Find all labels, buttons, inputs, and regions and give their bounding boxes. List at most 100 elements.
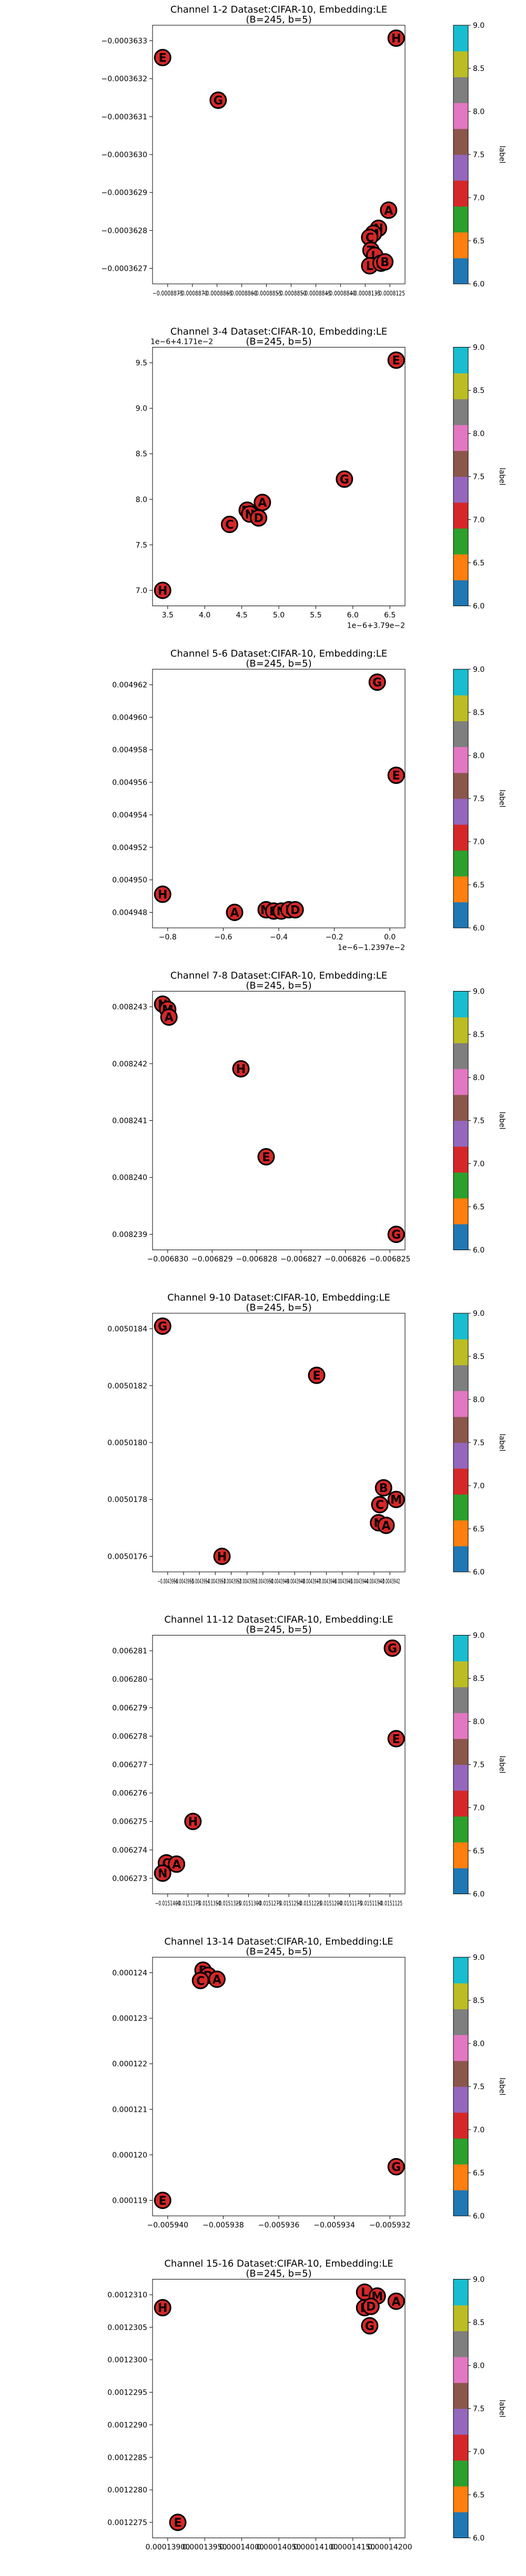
plot-area <box>152 1957 406 2216</box>
colorbar-segment <box>453 373 468 400</box>
colorbar-tick-label: 9.0 <box>473 1954 484 1962</box>
colorbar-segment <box>453 2087 468 2113</box>
y-tick-label: 7.5 <box>136 541 147 549</box>
data-point-label: C <box>225 519 234 532</box>
data-point: E <box>154 2191 171 2209</box>
data-point-label: A <box>165 1011 174 1025</box>
data-point-label: M <box>390 1494 402 1507</box>
data-point: C <box>191 1971 209 1989</box>
colorbar-tick-label: 8.0 <box>473 430 484 438</box>
data-point: G <box>209 91 227 109</box>
colorbar-label: label <box>498 2078 506 2095</box>
y-tick-label: 0.0012310 <box>107 2291 147 2299</box>
colorbar-tick-label: 9.0 <box>473 2276 484 2284</box>
colorbar-tick-label: 8.5 <box>473 387 484 395</box>
colorbar-tick-label: 9.0 <box>473 344 484 352</box>
colorbar-tick-label: 6.5 <box>473 1203 484 1212</box>
data-point-label: L <box>366 260 373 273</box>
data-point-label: A <box>230 906 239 919</box>
x-tick-label: −0.0043944 <box>348 1578 368 1585</box>
colorbar-tick-label: 8.0 <box>473 108 484 116</box>
colorbar-segment <box>453 2305 468 2332</box>
x-tick-label: −0.006829 <box>191 1255 233 1264</box>
data-point-label: H <box>391 33 401 46</box>
colorbar-tick-label: 9.0 <box>473 988 484 996</box>
chart-subtitle: (B=245, b=5) <box>246 1302 311 1313</box>
colorbar-tick-label: 8.0 <box>473 752 484 760</box>
y-tick-label: 0.006275 <box>112 1818 147 1826</box>
data-point: A <box>254 494 271 512</box>
colorbar-segment <box>453 51 468 77</box>
colorbar-tick-label: 7.5 <box>473 2083 484 2091</box>
data-point-label: G <box>388 1642 397 1655</box>
data-point-label: A <box>384 205 393 218</box>
data-point-marker <box>387 1490 405 1508</box>
colorbar-tick-label: 6.5 <box>473 1525 484 1534</box>
x-tick-label: −0.0151350 <box>196 1900 221 1907</box>
data-point-marker <box>154 885 171 903</box>
colorbar-segment <box>453 824 468 851</box>
data-point-marker <box>387 2158 405 2176</box>
colorbar-tick-label: 7.0 <box>473 838 484 846</box>
colorbar: 6.0 6.5 7.0 7.5 8.0 8.5 9.0 label <box>453 344 506 611</box>
x-tick-label: −0.0008855 <box>251 290 282 297</box>
x-tick-label: −0.005934 <box>313 2221 355 2230</box>
colorbar-segment <box>453 2279 468 2306</box>
data-point: H <box>213 1547 231 1565</box>
x-tick-label: −0.0151250 <box>276 1900 301 1907</box>
x-tick-label: −0.0043947 <box>300 1578 320 1585</box>
colorbar-tick-label: 7.0 <box>473 1160 484 1169</box>
y-tick-label: 0.008241 <box>112 1117 147 1126</box>
colorbar-tick-label: 7.0 <box>473 2448 484 2457</box>
colorbar-segment <box>453 103 468 129</box>
data-point-label: A <box>213 1974 221 1987</box>
y-tick-label: 0.004954 <box>112 811 147 820</box>
plot-area <box>152 1635 406 1894</box>
data-point-label: H <box>158 2302 167 2315</box>
x-tick-label: −0.0043951 <box>237 1578 257 1585</box>
colorbar-tick-label: 8.0 <box>473 1718 484 1726</box>
data-point: N <box>154 1864 171 1882</box>
chart-title: Channel 3-4 Dataset:CIFAR-10, Embedding:… <box>170 326 387 338</box>
x-tick-label: −0.0043942 <box>380 1578 400 1585</box>
y-tick-label: 0.000119 <box>112 2196 147 2205</box>
x-tick-label: 0.0 <box>384 933 396 942</box>
colorbar-tick-label: 9.0 <box>473 22 484 30</box>
data-point-label: C <box>366 231 374 244</box>
plot-area <box>152 347 406 606</box>
colorbar-tick-label: 8.5 <box>473 1353 484 1361</box>
colorbar-segment <box>453 991 468 1018</box>
data-point: E <box>257 1148 275 1166</box>
y-tick-label: 0.008243 <box>112 1003 147 1011</box>
data-point-label: G <box>372 677 382 690</box>
data-point-label: E <box>312 1369 320 1383</box>
y-tick-label: 0.008240 <box>112 1174 147 1182</box>
colorbar-label: label <box>498 1434 506 1451</box>
y-offset-label: 1e−6+4.171e−2 <box>150 338 213 346</box>
plot-area <box>152 1313 406 1572</box>
x-tick-label: −0.0151150 <box>357 1900 382 1907</box>
colorbar-segment <box>453 2035 468 2061</box>
x-tick-label: −0.0043950 <box>253 1578 273 1585</box>
colorbar: 6.0 6.5 7.0 7.5 8.0 8.5 9.0 label <box>453 1632 506 1899</box>
colorbar-segment <box>453 155 468 181</box>
data-point-label: H <box>158 888 167 902</box>
chart-subtitle: (B=245, b=5) <box>246 1946 311 1957</box>
colorbar-segment <box>453 1520 468 1547</box>
x-tick-label: −0.0043943 <box>364 1578 384 1585</box>
chart-title: Channel 1-2 Dataset:CIFAR-10, Embedding:… <box>170 4 387 15</box>
colorbar: 6.0 6.5 7.0 7.5 8.0 8.5 9.0 label <box>453 666 506 933</box>
colorbar-tick-label: 8.5 <box>473 2319 484 2327</box>
y-tick-label: 0.004958 <box>112 746 147 754</box>
data-point: G <box>387 1225 405 1243</box>
data-point-label: A <box>258 497 267 510</box>
plot-area <box>152 991 406 1250</box>
data-point: A <box>387 2292 405 2310</box>
colorbar-segment <box>453 398 468 425</box>
x-tick-label: 4.0 <box>199 611 210 620</box>
colorbar-segment <box>453 502 468 529</box>
colorbar-segment <box>453 2112 468 2139</box>
data-point-label: A <box>381 1519 390 1532</box>
x-tick-label: 5.0 <box>273 611 285 620</box>
